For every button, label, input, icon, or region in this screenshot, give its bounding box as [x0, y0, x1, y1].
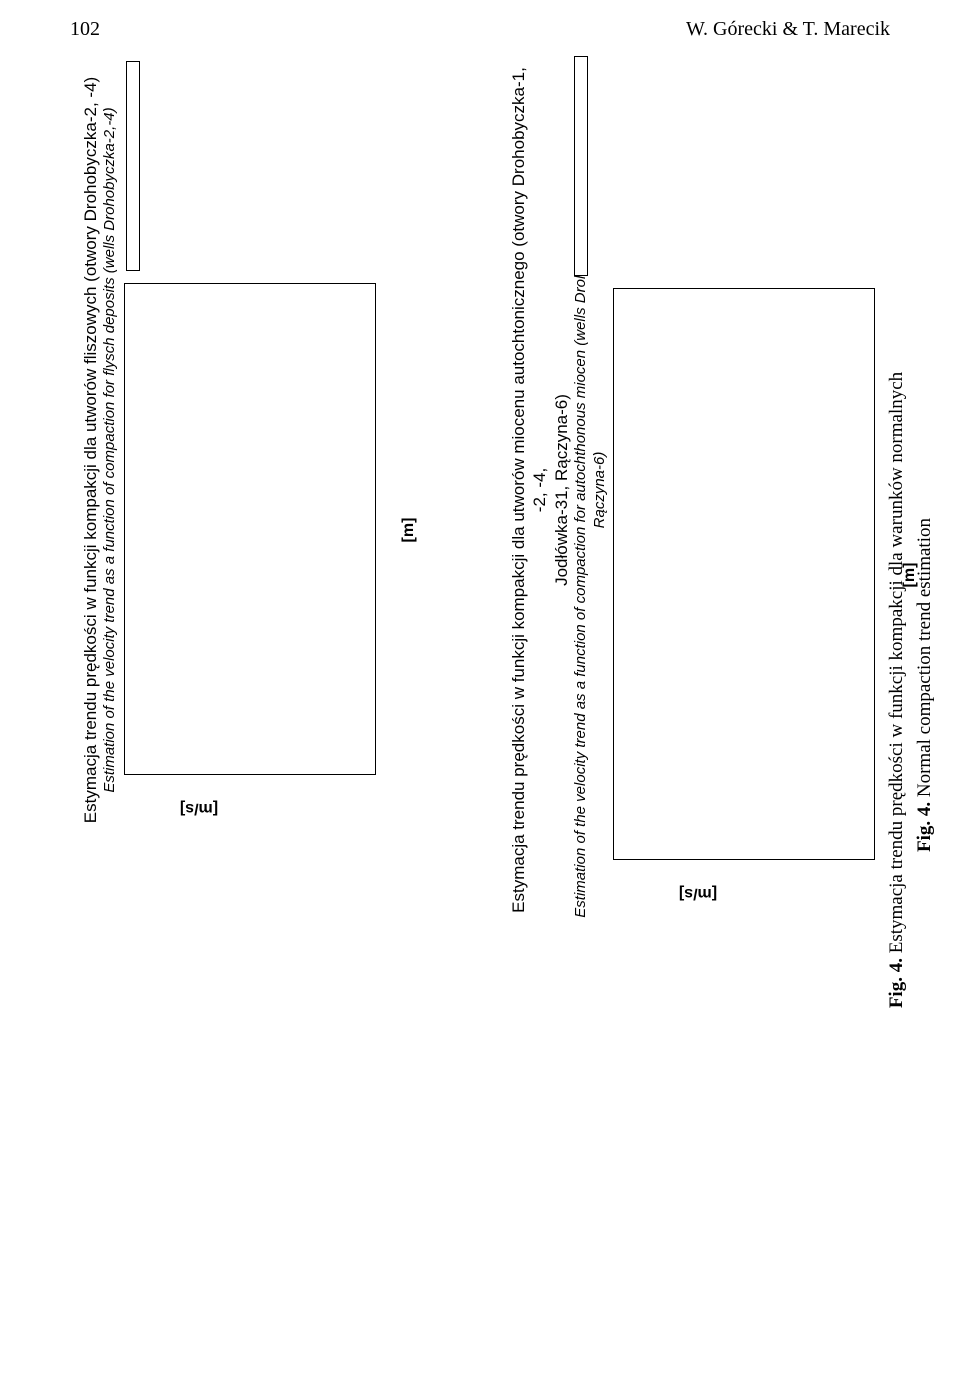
chart1-legend — [126, 61, 140, 271]
caption-pl-bold: Fig. 4. — [886, 958, 907, 1008]
chart1-wrap: Estymacja trendu prędkości w funkcji kom… — [80, 65, 376, 835]
chart1-title-en: Estimation of the velocity trend as a fu… — [101, 65, 120, 835]
chart2-wrap: Estymacja trendu prędkości w funkcji kom… — [508, 60, 875, 920]
chart2-title-pl-a: Estymacja trendu prędkości w funkcji kom… — [508, 60, 551, 920]
chart1-trendline — [125, 284, 375, 774]
chart2-plot — [613, 288, 875, 860]
chart1-title-pl: Estymacja trendu prędkości w funkcji kom… — [80, 65, 101, 835]
chart2-legend — [574, 56, 588, 276]
chart1-xlabel: [m] — [400, 285, 418, 775]
page: 102 W. Górecki & T. Marecik Estymacja tr… — [0, 0, 960, 1388]
page-number: 102 — [70, 18, 100, 41]
chart2: Estymacja trendu prędkości w funkcji kom… — [508, 60, 875, 920]
caption-pl: Fig. 4. Estymacja trendu prędkości w fun… — [886, 220, 908, 1160]
chart1-title: Estymacja trendu prędkości w funkcji kom… — [80, 65, 120, 835]
chart2-ylabel: [m/s] — [573, 884, 823, 902]
chart1: Estymacja trendu prędkości w funkcji kom… — [80, 65, 376, 835]
caption-pl-text: Estymacja trendu prędkości w funkcji kom… — [886, 372, 907, 953]
chart1-ylabel: [m/s] — [84, 799, 314, 817]
chart2-trendline — [614, 289, 874, 859]
caption-en-text: Normal compaction trend estimation — [914, 518, 935, 797]
chart2-title-pl-b: Jodłówka-31, Rączyna-6) — [551, 60, 572, 920]
caption-en: Fig. 4. Normal compaction trend estimati… — [914, 475, 936, 895]
page-header: 102 W. Górecki & T. Marecik — [70, 18, 890, 41]
caption-en-bold: Fig. 4. — [914, 802, 935, 852]
chart1-plot — [124, 283, 376, 775]
chart2-title: Estymacja trendu prędkości w funkcji kom… — [508, 60, 609, 920]
authors: W. Górecki & T. Marecik — [686, 18, 890, 41]
